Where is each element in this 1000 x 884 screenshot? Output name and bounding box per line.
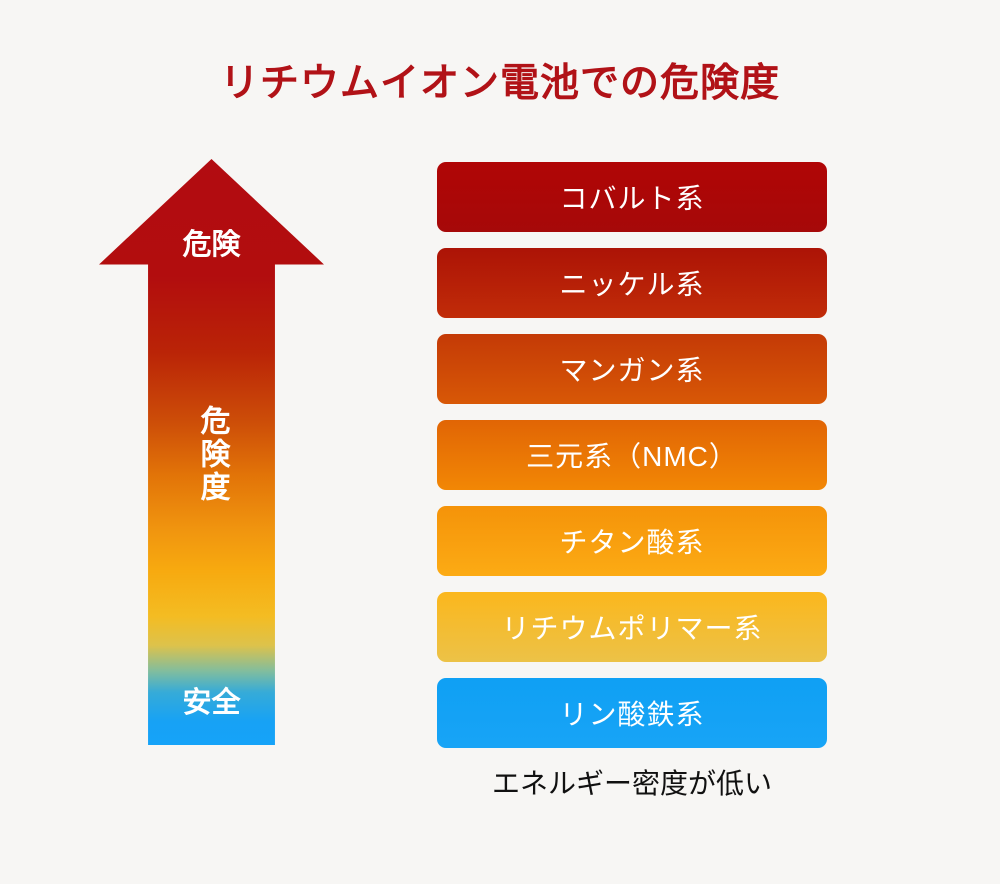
battery-bar-lithium-polymer: リチウムポリマー系 — [437, 592, 827, 662]
battery-bar-nickel: ニッケル系 — [437, 248, 827, 318]
battery-bar-label: コバルト系 — [559, 183, 705, 214]
battery-bar-label: ニッケル系 — [559, 269, 705, 300]
arrow-label-safe: 安全 — [182, 687, 241, 719]
danger-scale-arrow: 危険 危険度 安全 — [99, 159, 324, 745]
battery-bar-label: 三元系（NMC） — [526, 441, 738, 472]
battery-bar-label: リチウムポリマー系 — [501, 613, 763, 644]
arrow-label-danger-level: 危険度 — [195, 405, 229, 504]
battery-bar-nmc-ternary: 三元系（NMC） — [437, 420, 827, 490]
battery-bar-titanate: チタン酸系 — [437, 506, 827, 576]
arrow-label-danger: 危険 — [182, 229, 241, 261]
battery-bar-manganese: マンガン系 — [437, 334, 827, 404]
energy-density-caption: エネルギー密度が低い — [491, 768, 772, 799]
battery-bar-label: チタン酸系 — [559, 527, 705, 558]
battery-bar-cobalt: コバルト系 — [437, 162, 827, 232]
battery-bar-label: マンガン系 — [559, 355, 705, 386]
battery-bar-label: リン酸鉄系 — [559, 699, 705, 730]
page-title: リチウムイオン電池での危険度 — [219, 62, 780, 105]
battery-type-list: コバルト系 ニッケル系 マンガン系 三元系（NMC） チタン酸系 リチウムポリマ… — [437, 162, 827, 748]
battery-bar-iron-phosphate: リン酸鉄系 — [437, 678, 827, 748]
